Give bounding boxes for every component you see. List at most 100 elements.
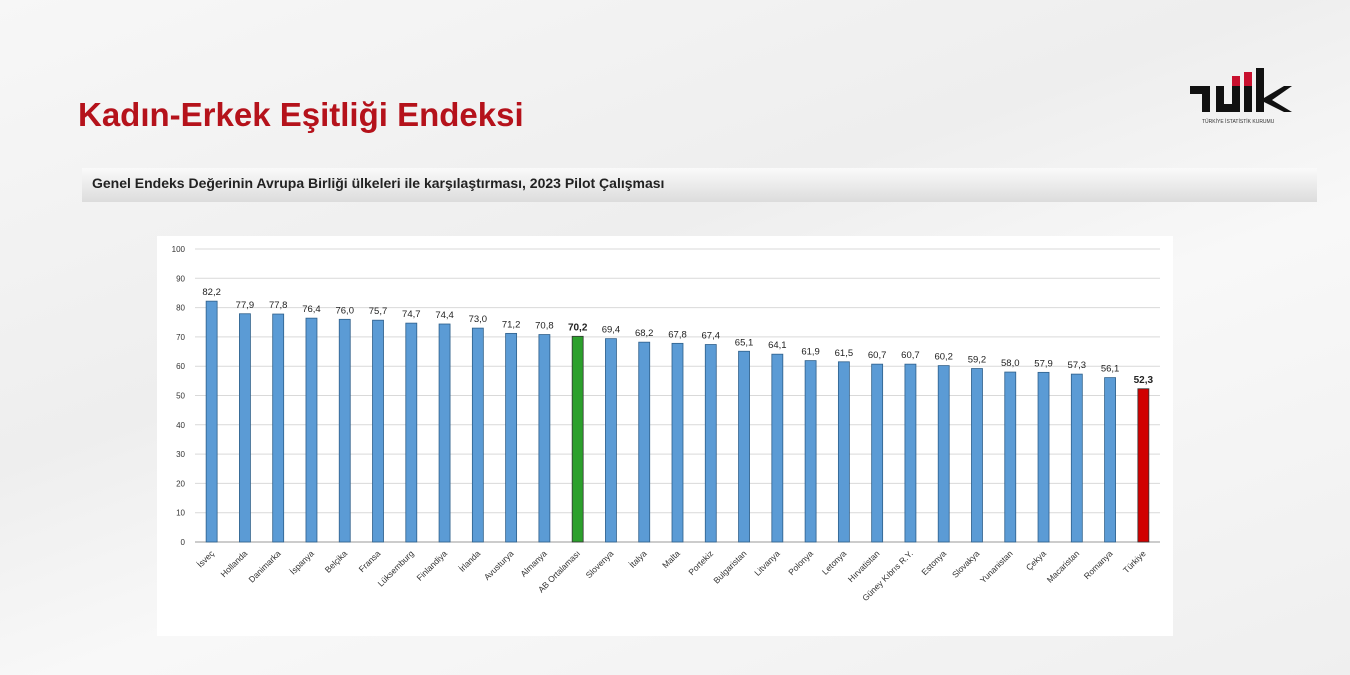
bar [272, 313, 285, 543]
data-label: 70,2 [568, 322, 588, 333]
y-tick-label: 40 [176, 421, 185, 430]
bar [1137, 388, 1150, 543]
data-label: 69,4 [602, 325, 621, 336]
x-tick-label: İtalya [627, 548, 649, 570]
svg-text:TÜRKİYE İSTATİSTİK KURUMU: TÜRKİYE İSTATİSTİK KURUMU [1202, 118, 1275, 125]
x-tick-label: Avusturya [482, 548, 516, 582]
x-tick-label: Türkiye [1121, 548, 1148, 575]
y-tick-label: 80 [176, 304, 185, 313]
chart-container: 0 10 20 30 40 50 60 70 80 90 100 82,2 İsveç 77,9 Holla… [157, 236, 1173, 636]
bar [771, 353, 784, 543]
data-label: 61,5 [835, 348, 854, 359]
x-tick-label: Estonya [919, 548, 948, 577]
data-label: 77,9 [236, 300, 255, 311]
x-tick-label: Hollanda [219, 548, 250, 579]
data-label: 77,8 [269, 300, 288, 311]
bar-chart: 0 10 20 30 40 50 60 70 80 90 100 82,2 İsveç 77,9 Holla… [172, 245, 1160, 603]
x-tick-label: Romanya [1082, 548, 1115, 581]
bar [971, 368, 983, 543]
y-tick-label: 100 [172, 245, 186, 254]
bar [671, 342, 684, 543]
data-label: 67,4 [702, 331, 721, 342]
data-label: 67,8 [668, 329, 687, 340]
page-title: Kadın-Erkek Eşitliği Endeksi [78, 96, 524, 133]
x-tick-label: Danimarka [246, 548, 282, 584]
bar [837, 361, 850, 543]
data-label: 59,2 [968, 355, 987, 366]
bar [305, 317, 318, 543]
x-tick-label: Macaristan [1045, 548, 1082, 585]
x-tick-label: Letonya [820, 548, 849, 577]
tuik-logo: TÜRKİYE İSTATİSTİK KURUMU [1190, 68, 1292, 125]
bar [471, 327, 484, 543]
y-tick-label: 90 [176, 274, 185, 283]
x-tick-label: Belçika [323, 548, 350, 575]
x-tick-label: Finlandiya [415, 548, 450, 583]
bar [937, 365, 950, 543]
data-label: 60,7 [901, 350, 920, 361]
data-label: 60,2 [934, 352, 953, 363]
bar [372, 319, 384, 543]
bar [871, 363, 884, 543]
bar [571, 335, 584, 543]
bar [738, 350, 750, 543]
x-tick-label: İrlanda [457, 548, 483, 574]
bar [205, 300, 218, 543]
data-label: 73,0 [469, 314, 488, 325]
x-tick-label: Fransa [357, 548, 383, 574]
x-tick-label: Polonya [786, 548, 815, 577]
data-label: 58,0 [1001, 358, 1020, 369]
y-tick-label: 60 [176, 362, 185, 371]
x-tick-label: Portekiz [686, 548, 715, 577]
y-tick-label: 0 [181, 538, 186, 547]
x-tick-label: Litvanya [752, 548, 782, 578]
data-label: 57,9 [1034, 358, 1053, 369]
bar [1070, 373, 1083, 543]
x-tick-label: Malta [660, 548, 682, 570]
data-label: 64,1 [768, 340, 787, 351]
bar [904, 363, 917, 543]
data-label: 75,7 [369, 306, 388, 317]
data-label: 70,8 [535, 321, 554, 332]
data-label: 57,3 [1068, 360, 1087, 371]
bar [1004, 371, 1017, 543]
bar [1037, 371, 1050, 543]
y-tick-label: 20 [176, 479, 185, 488]
data-label: 52,3 [1134, 375, 1154, 386]
y-tick-label: 50 [176, 392, 185, 401]
x-tick-label: Bulgaristan [711, 548, 748, 585]
x-tick-label: Yunanistan [978, 548, 1015, 585]
subtitle-bar [82, 168, 1317, 202]
bar [405, 322, 418, 543]
x-tick-label: Lüksemburg [376, 548, 416, 588]
bar [804, 360, 817, 543]
data-label: 76,4 [302, 304, 321, 315]
data-label: 82,2 [202, 287, 221, 298]
y-tick-label: 70 [176, 333, 185, 342]
bar [605, 338, 617, 543]
bar [505, 332, 518, 543]
bar [438, 323, 451, 543]
data-label: 61,9 [801, 347, 820, 358]
bar [239, 313, 251, 543]
y-tick-label: 10 [176, 509, 185, 518]
y-tick-label: 30 [176, 450, 185, 459]
data-label: 68,2 [635, 328, 654, 339]
x-tick-label: Slovenya [584, 548, 616, 580]
x-tick-label: İspanya [288, 548, 316, 576]
data-label: 65,1 [735, 337, 754, 348]
x-tick-label: Çekya [1024, 548, 1048, 572]
bar [1104, 377, 1116, 543]
x-tick-label: Slovakya [950, 548, 982, 580]
data-label: 76,0 [335, 305, 354, 316]
data-label: 74,4 [435, 310, 454, 321]
data-label: 74,7 [402, 309, 421, 320]
data-label: 60,7 [868, 350, 887, 361]
bar [638, 341, 651, 543]
bar [338, 318, 351, 543]
bar [704, 344, 717, 543]
data-label: 71,2 [502, 319, 521, 330]
x-tick-label: Almanya [518, 548, 549, 579]
bar [538, 334, 551, 543]
x-tick-label: İsveç [195, 548, 217, 570]
